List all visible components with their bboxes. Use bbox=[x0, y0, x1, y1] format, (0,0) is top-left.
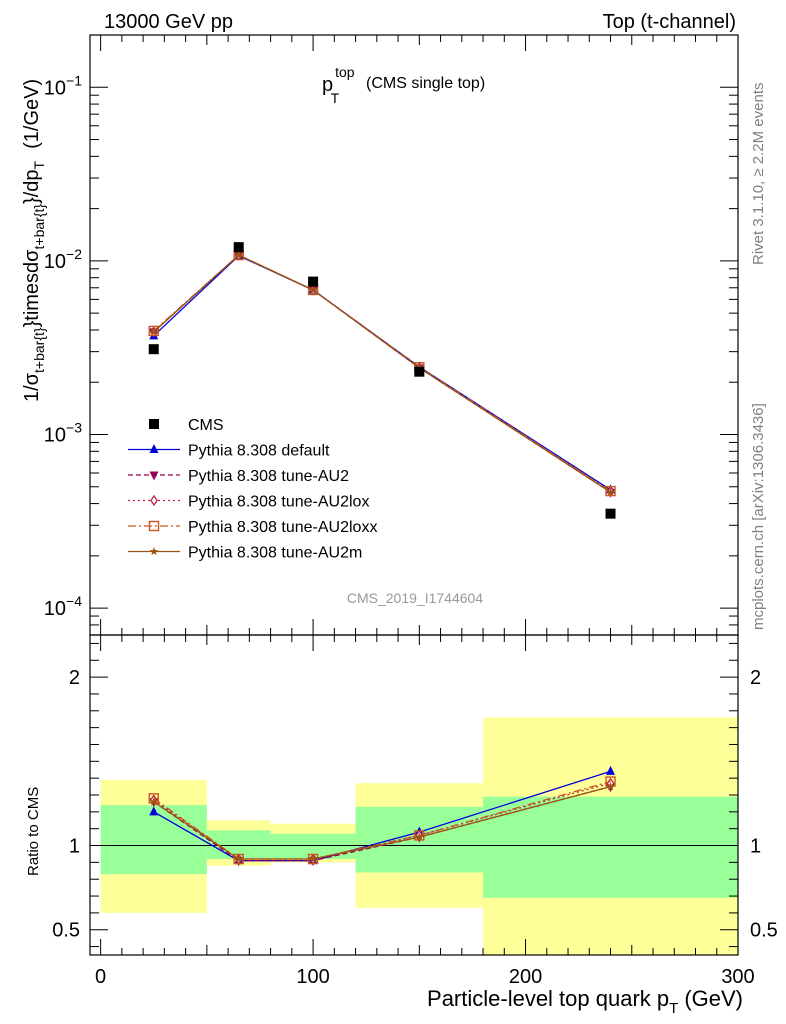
series-point bbox=[605, 485, 616, 497]
legend-marker bbox=[149, 547, 159, 556]
cms-data-point bbox=[148, 344, 159, 355]
y-axis-label-bottom: Ratio to CMS bbox=[25, 787, 42, 876]
axis-ticks: 0 100 200 300 10−1 10−2 10−3 10−4 0.5 0.5 1 1 2 2 bbox=[44, 34, 778, 988]
y-tick-label-bottom: 0.5 bbox=[52, 920, 80, 942]
x-tick-label: 0 bbox=[95, 966, 106, 988]
x-tick-label: 100 bbox=[296, 966, 329, 988]
ratio-series-point bbox=[234, 854, 243, 863]
y-tick-label-top: 10−3 bbox=[44, 419, 82, 446]
series-point bbox=[606, 487, 615, 496]
header-right: Top (t-channel) bbox=[603, 11, 736, 33]
legend-label: Pythia 8.308 default bbox=[188, 443, 330, 460]
y-tick-label-bottom-right: 0.5 bbox=[750, 920, 778, 942]
plot-title: ptop T bbox=[322, 64, 355, 106]
top-series-group bbox=[148, 242, 616, 519]
legend-label: Pythia 8.308 tune-AU2loxx bbox=[188, 519, 377, 536]
ratio-series-point bbox=[606, 782, 615, 791]
cms-data-point bbox=[233, 242, 244, 253]
legend-marker bbox=[148, 520, 160, 532]
series-point bbox=[148, 325, 159, 337]
y-tick-label-bottom: 1 bbox=[69, 836, 80, 858]
analysis-watermark: CMS_2019_I1744604 bbox=[347, 590, 483, 606]
cms-data-point bbox=[414, 366, 425, 377]
ratio-series-point bbox=[149, 797, 159, 806]
y-tick-label-top: 10−1 bbox=[44, 72, 82, 99]
y-tick-label-bottom-right: 2 bbox=[750, 667, 761, 689]
y-axis-label-top: 1/σt+bar{t}}timesdσt+bar{t}}/dpT(1/GeV) bbox=[21, 79, 47, 402]
legend-label-cms: CMS bbox=[188, 417, 224, 434]
x-axis-label: Particle-level top quark pT (GeV) bbox=[427, 986, 743, 1017]
y-tick-label-bottom-right: 1 bbox=[750, 836, 761, 858]
series-point bbox=[308, 285, 318, 294]
ratio-band-inner bbox=[100, 805, 207, 875]
ratio-bands bbox=[100, 717, 738, 955]
legend-marker bbox=[149, 471, 159, 481]
series-point bbox=[149, 327, 159, 336]
x-tick-label: 200 bbox=[509, 966, 542, 988]
ratio-series-group bbox=[148, 765, 616, 867]
legend: CMS Pythia 8.308 default Pythia 8.308 tune… bbox=[128, 417, 377, 562]
cms-data-point bbox=[605, 508, 616, 519]
header-left: 13000 GeV pp bbox=[104, 11, 233, 33]
legend-marker bbox=[149, 444, 159, 453]
x-tick-label: 300 bbox=[721, 966, 754, 988]
legend-marker bbox=[150, 494, 158, 507]
legend-label: Pythia 8.308 tune-AU2m bbox=[188, 545, 362, 562]
mcplots-label: mcplots.cern.ch [arXiv:1306.3436] bbox=[750, 403, 767, 630]
ratio-band-inner bbox=[483, 796, 738, 898]
y-tick-label-top: 10−2 bbox=[44, 246, 82, 273]
rivet-label: Rivet 3.1.10, ≥ 2.2M events bbox=[750, 83, 767, 266]
ratio-series-point bbox=[606, 765, 616, 775]
ratio-series-point bbox=[415, 832, 424, 841]
series-point bbox=[234, 250, 243, 259]
legend-marker-cms bbox=[149, 419, 159, 429]
legend-label: Pythia 8.308 tune-AU2lox bbox=[188, 494, 369, 511]
ratio-series-point bbox=[149, 806, 159, 816]
ratio-series-point bbox=[308, 854, 318, 863]
cms-data-point bbox=[308, 276, 319, 287]
y-tick-label-top: 10−4 bbox=[44, 593, 82, 620]
legend-label: Pythia 8.308 tune-AU2 bbox=[188, 468, 349, 485]
plot-title-extra: (CMS single top) bbox=[366, 75, 485, 92]
y-tick-label-bottom: 2 bbox=[69, 667, 80, 689]
